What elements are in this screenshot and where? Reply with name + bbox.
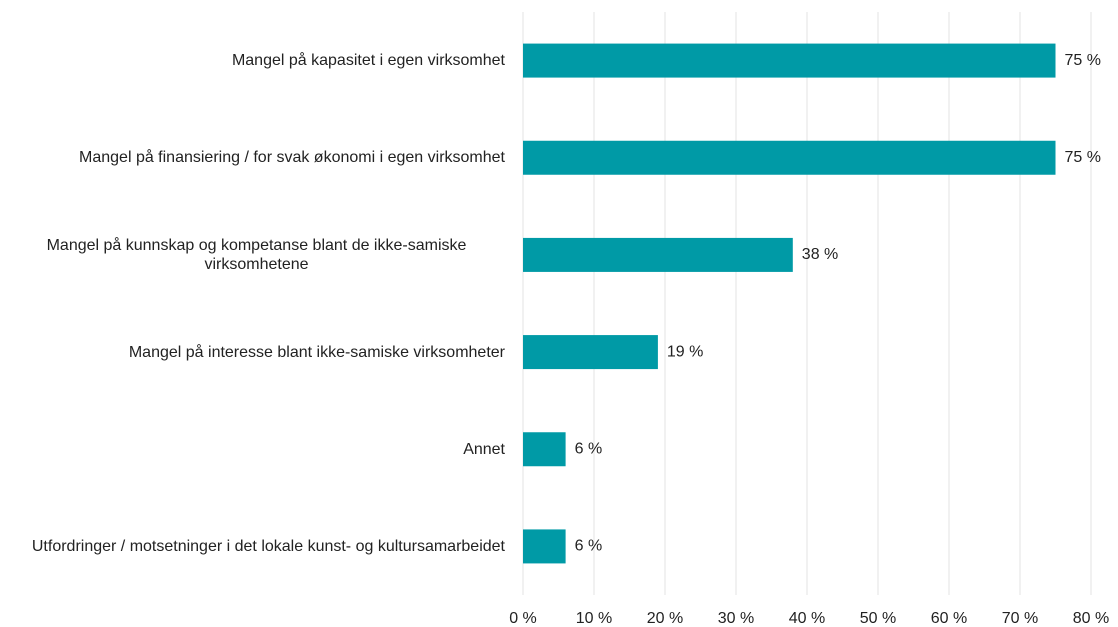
category-label-box: Mangel på interesse blant ikke-samiske v…	[8, 322, 505, 382]
bar	[523, 529, 566, 564]
bar	[523, 43, 1056, 78]
value-label: 19 %	[667, 343, 703, 360]
x-tick-label: 80 %	[1073, 610, 1109, 627]
value-label: 75 %	[1065, 149, 1101, 166]
category-label-box: Mangel på finansiering / for svak økonom…	[8, 128, 505, 188]
y-tick-label: Utfordringer / motsetninger i det lokale…	[31, 537, 505, 555]
x-tick-label: 40 %	[789, 610, 825, 627]
x-tick-label: 60 %	[931, 610, 967, 627]
category-label-box: Utfordringer / motsetninger i det lokale…	[8, 516, 505, 576]
x-tick-label: 10 %	[576, 610, 612, 627]
y-tick-label: Mangel på kapasitet i egen virksomhet	[231, 52, 505, 70]
y-tick-label: Mangel på interesse blant ikke-samiske v…	[128, 343, 505, 361]
value-label: 6 %	[575, 538, 603, 555]
bar	[523, 140, 1056, 175]
x-tick-label: 50 %	[860, 610, 896, 627]
x-tick-label: 0 %	[509, 610, 537, 627]
value-label: 75 %	[1065, 52, 1101, 69]
category-label-box: Mangel på kunnskap og kompetanse blant d…	[8, 225, 505, 285]
y-tick-label: Mangel på finansiering / for svak økonom…	[79, 149, 505, 167]
y-tick-label: Mangel på kunnskap og kompetanse blant d…	[46, 236, 467, 273]
x-tick-label: 30 %	[718, 610, 754, 627]
value-label: 6 %	[575, 440, 603, 457]
value-label: 38 %	[802, 246, 838, 263]
x-tick-label: 70 %	[1002, 610, 1038, 627]
bar	[523, 432, 566, 467]
category-label-box: Annet	[8, 419, 505, 479]
y-tick-label: Annet	[463, 440, 505, 458]
category-label-box: Mangel på kapasitet i egen virksomhet	[8, 31, 505, 91]
x-tick-label: 20 %	[647, 610, 683, 627]
bar	[523, 335, 658, 370]
bar	[523, 237, 793, 272]
